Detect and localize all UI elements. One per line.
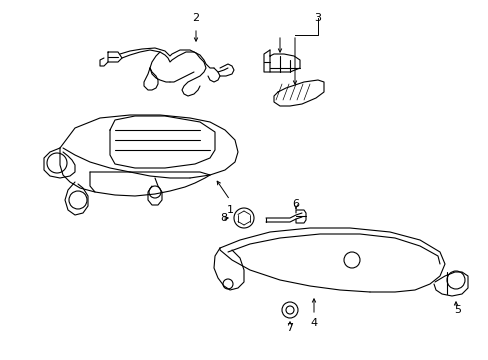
Text: 2: 2 [192, 13, 199, 23]
Text: 5: 5 [453, 305, 461, 315]
Text: 7: 7 [286, 323, 293, 333]
Text: 8: 8 [220, 213, 227, 223]
Text: 4: 4 [310, 318, 317, 328]
Text: 3: 3 [314, 13, 321, 23]
Text: 1: 1 [226, 205, 233, 215]
Text: 6: 6 [292, 199, 299, 209]
